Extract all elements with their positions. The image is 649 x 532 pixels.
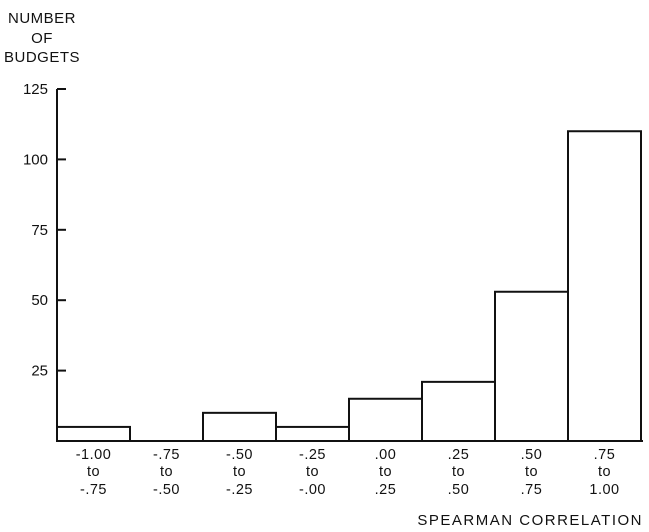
- y-axis-title-line-1: NUMBER: [8, 10, 76, 27]
- x-category-label: -.50: [153, 482, 180, 498]
- x-category-label: -.25: [226, 482, 253, 498]
- x-category-label: to: [87, 464, 100, 480]
- histogram-bar: [567, 130, 642, 443]
- x-category-label: to: [379, 464, 392, 480]
- x-category-label: -.00: [299, 482, 326, 498]
- x-category-label: .50: [521, 447, 543, 463]
- x-category-label: -.75: [80, 482, 107, 498]
- bars: [56, 130, 642, 443]
- x-category-label: .25: [448, 447, 470, 463]
- histogram-bar: [421, 380, 496, 443]
- histogram-bar: [202, 411, 277, 442]
- x-category-label: 1.00: [589, 482, 619, 498]
- x-category-label: -.50: [226, 447, 253, 463]
- histogram-bar: [348, 397, 423, 443]
- x-category-label: .75: [521, 482, 543, 498]
- x-category-label: .00: [375, 447, 397, 463]
- x-category-label: to: [598, 464, 611, 480]
- histogram-bar: [275, 425, 350, 443]
- x-category-label: .25: [375, 482, 397, 498]
- x-category-label: to: [233, 464, 246, 480]
- y-tick-label: 100: [23, 151, 48, 168]
- y-ticks: 25 50 75 100 125: [23, 81, 66, 380]
- x-category-label: -1.00: [76, 447, 112, 463]
- x-category-label: -.75: [153, 447, 180, 463]
- x-category-label: to: [160, 464, 173, 480]
- x-axis-title: SPEARMAN CORRELATION: [417, 512, 643, 529]
- histogram-bar: [56, 425, 131, 443]
- y-tick-label: 25: [31, 363, 48, 380]
- x-category-label: to: [525, 464, 538, 480]
- x-category-label: to: [306, 464, 319, 480]
- histogram-bar: [494, 290, 569, 443]
- y-tick-label: 50: [31, 292, 48, 309]
- y-axis-title-line-3: BUDGETS: [4, 49, 80, 66]
- y-tick-label: 75: [31, 222, 48, 239]
- y-tick-label: 125: [23, 81, 48, 98]
- y-axis-title: NUMBER OF BUDGETS: [4, 10, 80, 66]
- x-category-label: -.25: [299, 447, 326, 463]
- x-category-label: .75: [594, 447, 616, 463]
- y-axis-title-line-2: OF: [31, 30, 53, 47]
- x-category-label: to: [452, 464, 465, 480]
- x-category-label: .50: [448, 482, 470, 498]
- x-category-labels: -1.00to-.75-.75to-.50-.50to-.25-.25to-.0…: [76, 447, 619, 498]
